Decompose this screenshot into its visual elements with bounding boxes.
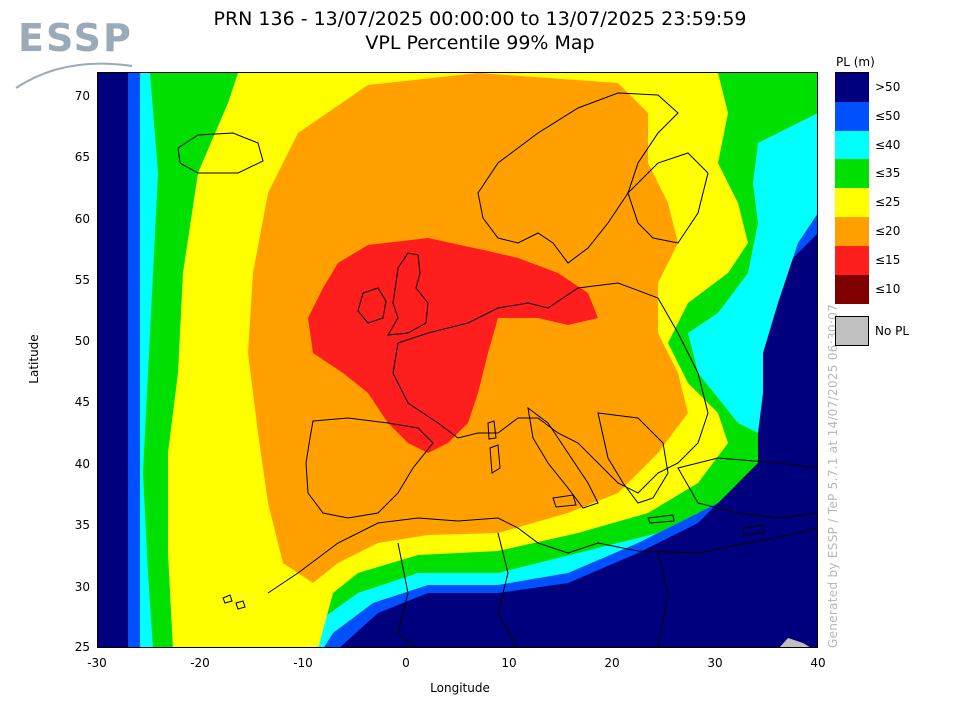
essp-logo: ESSP [14, 12, 134, 89]
x-tick: 30 [707, 656, 723, 670]
y-tick: 55 [74, 273, 90, 287]
vpl-map [97, 72, 818, 648]
logo-arc-icon [15, 62, 133, 89]
legend-label: ≤35 [875, 166, 901, 181]
x-tick: 10 [501, 656, 517, 670]
chart-subtitle: VPL Percentile 99% Map [365, 32, 595, 54]
legend-label: ≤40 [875, 137, 901, 152]
legend-label: ≤20 [875, 224, 901, 238]
legend-nopl-label: No PL [875, 324, 910, 338]
x-tick: -10 [293, 656, 313, 670]
y-tick: 60 [74, 212, 90, 226]
legend-label: ≤10 [875, 281, 901, 296]
logo-text: ESSP [18, 16, 133, 60]
coastlines [177, 92, 817, 647]
nopl-patch [779, 638, 810, 647]
legend-label: >50 [875, 80, 901, 94]
y-tick: 50 [74, 334, 90, 348]
legend-swatch [835, 101, 869, 131]
legend-label: ≤25 [875, 195, 901, 210]
y-tick: 65 [74, 150, 90, 164]
map-canvas [98, 73, 817, 647]
legend-swatch [835, 73, 869, 102]
x-tick: -20 [190, 656, 210, 670]
y-tick: 30 [74, 580, 90, 594]
legend-swatch [835, 188, 869, 218]
y-tick: 40 [74, 457, 90, 471]
y-tick: 70 [74, 89, 90, 103]
x-axis-label: Longitude [430, 681, 490, 695]
legend-label: ≤15 [875, 252, 901, 267]
generator-watermark: Generated by ESSP / TeP 5.7.1 at 14/07/2… [826, 303, 840, 648]
legend-label: ≤50 [875, 108, 901, 123]
legend-swatch [835, 245, 869, 275]
y-tick: 25 [74, 640, 90, 654]
legend-swatch [835, 159, 869, 189]
y-tick: 35 [74, 518, 90, 532]
legend-title: PL (m) [836, 55, 875, 69]
y-axis-label: Latitude [27, 334, 41, 384]
legend-swatch [835, 217, 869, 246]
legend-swatch [835, 274, 869, 304]
x-tick: -30 [87, 656, 107, 670]
x-tick: 0 [402, 656, 410, 670]
x-tick: 40 [810, 656, 826, 670]
y-tick: 45 [74, 395, 90, 409]
legend-nopl-swatch [835, 316, 869, 346]
x-tick: 20 [604, 656, 620, 670]
chart-title: PRN 136 - 13/07/2025 00:00:00 to 13/07/2… [213, 8, 747, 30]
legend-swatch [835, 130, 869, 160]
